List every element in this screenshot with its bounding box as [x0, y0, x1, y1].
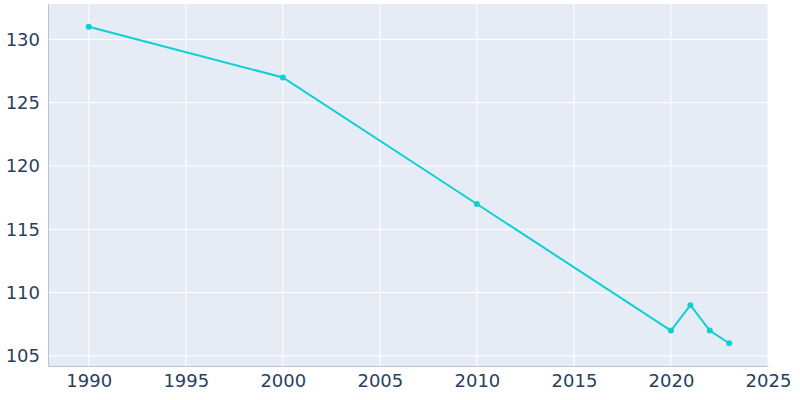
marker: [687, 302, 693, 308]
tick: 120: [6, 155, 48, 176]
grid-line-x: [573, 4, 574, 366]
plot: 1990 1995 2000 2005 2010 2015 2020 2025 105 110 11…: [6, 4, 792, 391]
marker: [280, 74, 286, 80]
axis-line: [48, 5, 49, 367]
grid-line-y: [48, 229, 768, 230]
tick-label: 115: [6, 219, 40, 240]
grid-line-x: [670, 4, 671, 366]
tick: 125: [6, 92, 48, 113]
tick: 2015: [552, 366, 598, 391]
tick: 2010: [454, 366, 500, 391]
tick-label: 2010: [454, 370, 500, 391]
tick: 2020: [649, 366, 695, 391]
grid-line-y: [48, 355, 768, 356]
tick-label: 1990: [66, 370, 112, 391]
marker: [86, 24, 92, 30]
tick: 1995: [163, 366, 209, 391]
x-axis: 1990 1995 2000 2005 2010 2015 2020 2025: [49, 366, 792, 391]
tick-label: 1995: [163, 370, 209, 391]
grid-line-x: [379, 4, 380, 366]
grid-line-x: [768, 4, 769, 366]
tick-label: 125: [6, 92, 40, 113]
grid-line-x: [185, 4, 186, 366]
marker: [726, 340, 732, 346]
tick-label: 2020: [649, 370, 695, 391]
tick: 2025: [746, 366, 792, 391]
marker: [474, 201, 480, 207]
tick: 110: [6, 282, 48, 303]
tick-label: 2015: [552, 370, 598, 391]
tick: 130: [6, 29, 48, 50]
tick-label: 2025: [746, 370, 792, 391]
grid-line-y: [48, 39, 768, 40]
grid-line-x: [476, 4, 477, 366]
tick: 2000: [260, 366, 306, 391]
tick-label: 110: [6, 282, 40, 303]
line: [89, 27, 729, 343]
marker: [707, 328, 713, 334]
grid-line-y: [48, 102, 768, 103]
tick-label: 105: [6, 345, 40, 366]
grid: [48, 4, 768, 366]
marker: [668, 328, 674, 334]
plot-background: [48, 4, 768, 366]
tick: 1990: [66, 366, 112, 391]
tick: 105: [6, 345, 48, 366]
tick: 2005: [357, 366, 403, 391]
tick-label: 2005: [357, 370, 403, 391]
grid-line-y: [48, 166, 768, 167]
chart: 1990 1995 2000 2005 2010 2015 2020 2025 105 110 11…: [0, 0, 800, 400]
grid-line-y: [48, 292, 768, 293]
tick-label: 120: [6, 155, 40, 176]
marks: [86, 24, 732, 346]
y-axis: 105 110 115 120 125 130: [6, 5, 49, 367]
grid-line-x: [282, 4, 283, 366]
axis-line: [49, 366, 769, 367]
tick: 115: [6, 219, 48, 240]
grid-line-x: [88, 4, 89, 366]
tick-label: 2000: [260, 370, 306, 391]
tick-label: 130: [6, 29, 40, 50]
